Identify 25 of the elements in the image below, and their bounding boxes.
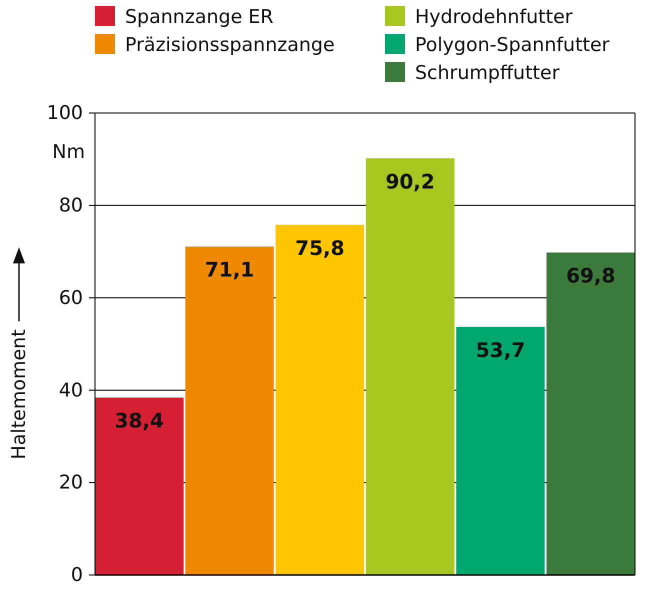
bar (276, 224, 364, 575)
y-tick-label: 20 (58, 472, 83, 494)
data-label: 71,1 (204, 258, 254, 282)
bar (366, 158, 454, 575)
bar (456, 326, 545, 575)
data-label: 53,7 (476, 338, 526, 362)
text: Nm (52, 141, 85, 163)
bar (95, 398, 184, 575)
y-axis-title: Haltemoment (8, 329, 30, 460)
y-tick-label: 0 (70, 564, 83, 586)
legend-label: Schrumpffutter (415, 62, 560, 84)
bar (546, 252, 635, 575)
data-label: 90,2 (385, 169, 435, 194)
legend-label: Hydrodehnfutter (415, 6, 573, 28)
legend-label: Spannzange ER (125, 6, 274, 28)
legend-label: Präzisionsspannzange (125, 34, 335, 56)
data-label: 69,8 (566, 264, 616, 288)
data-label: 38,4 (114, 408, 164, 433)
legend-label: Polygon-Spannfutter (415, 34, 610, 56)
bar (185, 246, 274, 575)
y-tick-label: 100 (46, 102, 83, 124)
data-label: 75,8 (295, 236, 345, 260)
y-tick-label: 60 (58, 286, 83, 309)
y-tick-label: 40 (58, 379, 83, 402)
y-tick-label: 80 (58, 194, 83, 216)
